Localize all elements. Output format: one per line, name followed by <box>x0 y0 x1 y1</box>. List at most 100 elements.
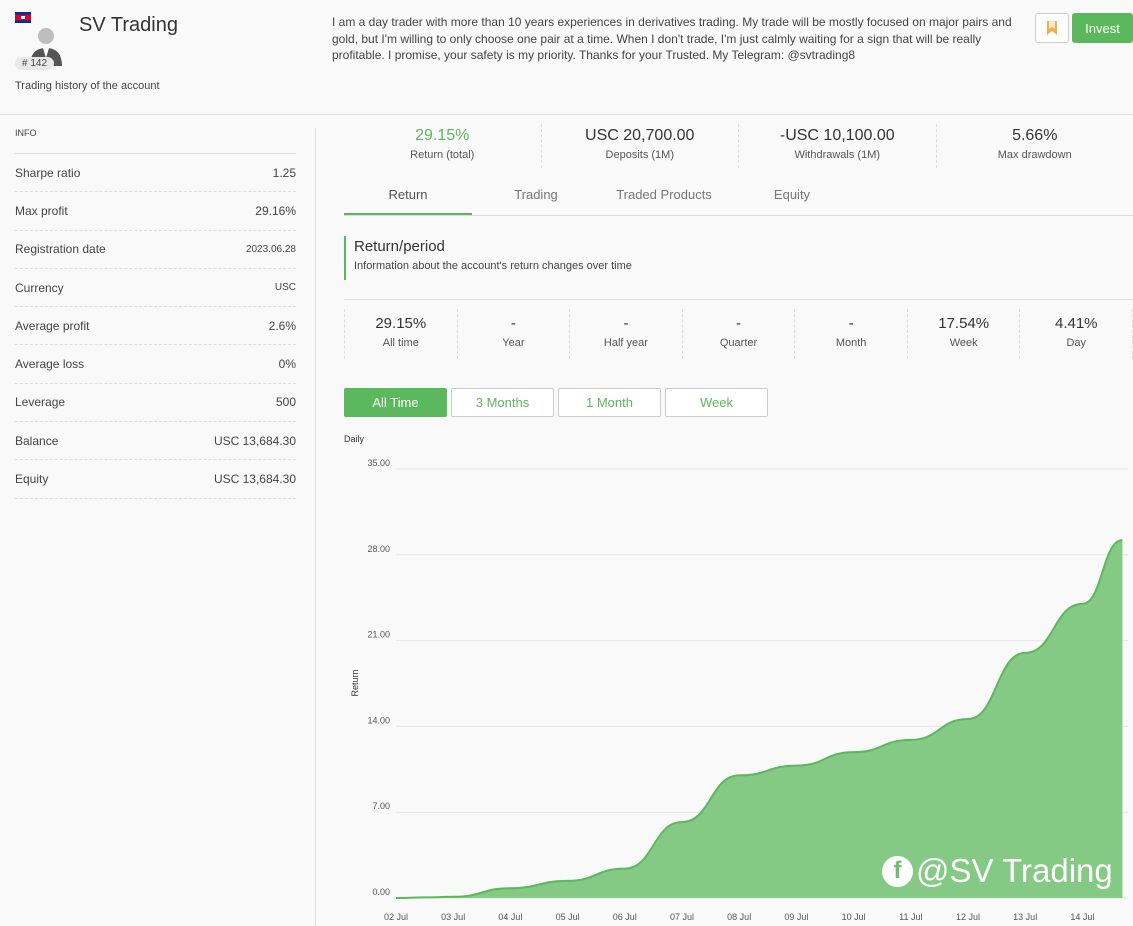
range-week-button[interactable]: Week <box>665 388 768 417</box>
y-tick-label: 0.00 <box>372 887 390 897</box>
period-week: 17.54% Week <box>908 309 1021 359</box>
stat-label: Return (total) <box>410 149 475 161</box>
info-value: 0% <box>278 357 296 372</box>
stat-label: Max drawdown <box>997 149 1072 161</box>
info-value: USC 13,684.30 <box>213 433 296 448</box>
info-row-sharpe: Sharpe ratio 1.25 <box>15 154 296 193</box>
period-value: - <box>848 315 854 332</box>
info-row-average-profit: Average profit 2.6% <box>15 307 296 346</box>
info-value: 2.6% <box>268 318 296 333</box>
period-day: 4.41% Day <box>1020 309 1133 359</box>
stat-return-total: 29.15% Return (total) <box>344 124 542 168</box>
tab-equity[interactable]: Equity <box>773 187 811 202</box>
info-row-balance: Balance USC 13,684.30 <box>15 422 296 461</box>
x-tick-label: 12 Jul <box>956 912 980 922</box>
tab-bar: Return Trading Traded Products Equity <box>344 177 1133 216</box>
x-tick-label: 14 Jul <box>1070 912 1094 922</box>
stat-withdrawals: -USC 10,100.00 Withdrawals (1M) <box>739 124 937 168</box>
x-tick-label: 03 Jul <box>441 912 465 922</box>
period-value: - <box>510 315 516 332</box>
tab-traded-products[interactable]: Traded Products <box>616 187 712 202</box>
info-row-equity: Equity USC 13,684.30 <box>15 460 296 499</box>
chart-title: Daily <box>344 434 365 444</box>
period-label: Half year <box>603 337 648 349</box>
period-value: 29.15% <box>375 315 427 332</box>
period-half-year: - Half year <box>570 309 683 359</box>
y-tick-label: 35.00 <box>367 458 390 468</box>
x-tick-label: 08 Jul <box>727 912 751 922</box>
x-tick-label: 11 Jul <box>899 912 922 922</box>
period-label: Year <box>502 337 525 349</box>
bookmark-icon <box>1047 21 1057 35</box>
trading-history-link[interactable]: Trading history of the account <box>15 80 160 92</box>
period-quarter: - Quarter <box>683 309 796 359</box>
info-value: USC 13,684.30 <box>213 472 296 487</box>
period-label: All time <box>382 337 419 349</box>
range-all-time-button[interactable]: All Time <box>344 388 447 417</box>
account-name: SV Trading <box>79 14 178 36</box>
invest-button[interactable]: Invest <box>1072 13 1133 43</box>
section-title: Return/period <box>354 238 445 255</box>
period-value: - <box>736 315 742 332</box>
info-row-registration-date: Registration date 2023.06.28 <box>15 231 296 269</box>
range-1-month-button[interactable]: 1 Month <box>558 388 661 417</box>
period-value: 4.41% <box>1054 315 1098 332</box>
info-label: Balance <box>15 433 59 448</box>
period-value: - <box>623 315 629 332</box>
info-label: Average profit <box>15 318 90 333</box>
stat-label: Withdrawals (1M) <box>794 149 881 161</box>
info-label: Equity <box>15 472 49 487</box>
period-value: 17.54% <box>938 315 990 332</box>
sidebar-divider <box>315 128 316 926</box>
period-label: Day <box>1066 337 1087 349</box>
x-tick-label: 07 Jul <box>670 912 694 922</box>
info-value: 29.16% <box>255 203 296 218</box>
watermark: f @SV Trading <box>882 852 1113 890</box>
info-row-currency: Currency USC <box>15 269 296 308</box>
tab-trading[interactable]: Trading <box>514 187 558 202</box>
info-label: Leverage <box>15 395 66 410</box>
stat-value: 5.66% <box>1012 127 1058 144</box>
y-tick-label: 14.00 <box>367 715 390 725</box>
account-header: # 142 SV Trading Trading history of the … <box>0 0 1133 115</box>
info-value: 1.25 <box>272 165 296 180</box>
info-row-leverage: Leverage 500 <box>15 384 296 423</box>
info-value: USC <box>274 282 296 294</box>
period-year: - Year <box>458 309 571 359</box>
x-tick-label: 10 Jul <box>842 912 866 922</box>
bookmark-button[interactable] <box>1035 13 1069 43</box>
watermark-text: @SV Trading <box>916 852 1113 889</box>
range-selector: All Time 3 Months 1 Month Week <box>344 388 768 417</box>
x-tick-label: 09 Jul <box>784 912 808 922</box>
period-month: - Month <box>795 309 908 359</box>
x-tick-label: 04 Jul <box>498 912 522 922</box>
section-subtitle: Information about the account's return c… <box>354 260 632 272</box>
facebook-icon: f <box>882 855 913 887</box>
stat-label: Deposits (1M) <box>605 149 674 161</box>
y-tick-label: 7.00 <box>372 801 390 811</box>
x-tick-label: 02 Jul <box>384 912 408 922</box>
info-label: Average loss <box>15 357 85 372</box>
info-label: Registration date <box>15 242 106 257</box>
summary-stats: 29.15% Return (total) USC 20,700.00 Deposi… <box>344 124 1133 168</box>
period-label: Month <box>835 337 867 349</box>
info-value: 500 <box>275 395 296 410</box>
sidebar-title: INFO <box>15 128 296 154</box>
return-line <box>395 539 1123 899</box>
range-3-months-button[interactable]: 3 Months <box>451 388 554 417</box>
tab-return[interactable]: Return <box>344 177 472 215</box>
return-chart: Daily 0.00 7.00 14.00 21.00 28.00 35.00 Return 0… <box>344 434 1128 922</box>
period-all-time: 29.15% All time <box>344 309 458 359</box>
x-tick-label: 13 Jul <box>1013 912 1037 922</box>
stat-deposits: USC 20,700.00 Deposits (1M) <box>542 124 739 168</box>
section-header: Return/period Information about the acco… <box>344 236 632 280</box>
rank-badge: # 142 <box>15 57 55 70</box>
y-axis-label: Return <box>350 669 360 696</box>
divider <box>344 299 1133 300</box>
y-tick-label: 21.00 <box>367 630 390 640</box>
info-label: Currency <box>15 280 64 295</box>
x-tick-label: 06 Jul <box>613 912 637 922</box>
return-area <box>396 540 1123 898</box>
cambodia-flag-icon <box>15 12 31 23</box>
account-bio: I am a day trader with more than 10 year… <box>332 15 1012 62</box>
